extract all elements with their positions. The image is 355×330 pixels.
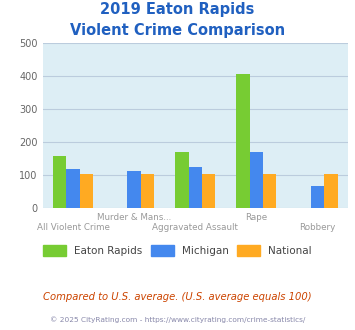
Text: Rape: Rape — [245, 213, 267, 222]
Bar — [236, 74, 250, 208]
Bar — [66, 169, 80, 208]
Bar — [324, 174, 338, 208]
Text: 2019 Eaton Rapids: 2019 Eaton Rapids — [100, 2, 255, 16]
Bar — [189, 167, 202, 208]
Text: © 2025 CityRating.com - https://www.cityrating.com/crime-statistics/: © 2025 CityRating.com - https://www.city… — [50, 317, 305, 323]
Text: Robbery: Robbery — [299, 223, 335, 232]
Bar — [53, 156, 66, 208]
Bar — [175, 152, 189, 208]
Bar — [250, 152, 263, 208]
Text: All Violent Crime: All Violent Crime — [37, 223, 110, 232]
Text: Murder & Mans...: Murder & Mans... — [97, 213, 171, 222]
Text: Compared to U.S. average. (U.S. average equals 100): Compared to U.S. average. (U.S. average … — [43, 292, 312, 302]
Bar — [141, 174, 154, 208]
Legend: Eaton Rapids, Michigan, National: Eaton Rapids, Michigan, National — [39, 241, 316, 260]
Text: Aggravated Assault: Aggravated Assault — [152, 223, 238, 232]
Bar — [127, 171, 141, 208]
Text: Violent Crime Comparison: Violent Crime Comparison — [70, 23, 285, 38]
Bar — [311, 186, 324, 208]
Bar — [80, 174, 93, 208]
Bar — [263, 174, 277, 208]
Bar — [202, 174, 215, 208]
